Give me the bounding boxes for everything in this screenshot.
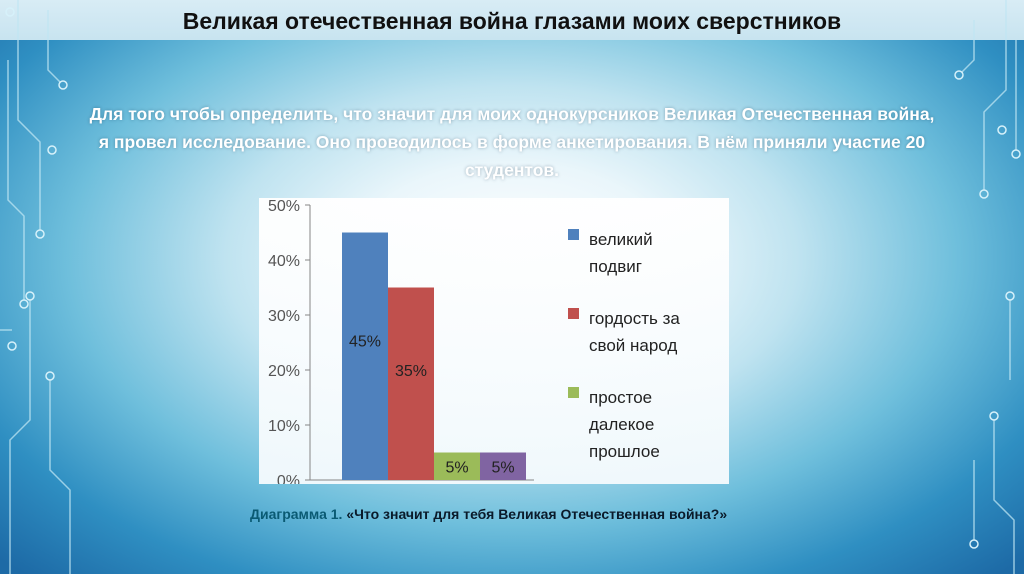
- circuit-decoration-left: [0, 0, 71, 574]
- y-tick-label: 0%: [277, 473, 300, 484]
- legend-label-3: простое далекое прошлое: [589, 388, 660, 461]
- legend-swatch-2: [568, 308, 579, 319]
- bar-value-label-2: 35%: [395, 363, 427, 380]
- bar-1: [342, 232, 388, 480]
- bar-chart: 0% 10% 20% 30% 40% 50% 45% 35% 5% 5% великий подв…: [268, 198, 680, 484]
- circuit-decoration-right: [954, 0, 1021, 574]
- y-tick-label: 40%: [268, 253, 300, 270]
- bar-value-label-4: 5%: [491, 459, 514, 476]
- y-tick-label: 20%: [268, 363, 300, 380]
- slide-title: Великая отечественная война глазами моих…: [182, 8, 842, 34]
- y-tick-label: 10%: [268, 418, 300, 435]
- legend-swatch-1: [568, 229, 579, 240]
- title-bar: [0, 0, 1024, 40]
- bar-4: [480, 452, 526, 480]
- intro-paragraph: Для того чтобы определить, что значит дл…: [89, 104, 935, 180]
- chart-caption: Диаграмма 1. «Что значит для тебя Велика…: [250, 503, 770, 525]
- bar-2: [388, 287, 434, 480]
- legend-label-1: великий подвиг: [589, 230, 653, 276]
- chart-panel: 0% 10% 20% 30% 40% 50% 45% 35% 5% 5% великий подв…: [259, 198, 729, 484]
- caption-label: Диаграмма 1.: [250, 506, 343, 522]
- chart-bars: 45% 35% 5% 5%: [342, 232, 526, 480]
- chart-legend: великий подвиг гордость за свой народ просто…: [568, 229, 680, 461]
- legend-swatch-3: [568, 387, 579, 398]
- legend-label-2: гордость за свой народ: [589, 309, 680, 355]
- caption-text: «Что значит для тебя Великая Отечественн…: [346, 506, 728, 522]
- bar-3: [434, 452, 480, 480]
- bar-value-label-3: 5%: [445, 459, 468, 476]
- y-tick-label: 30%: [268, 308, 300, 325]
- y-tick-label: 50%: [268, 198, 300, 215]
- bar-value-label-1: 45%: [349, 333, 381, 350]
